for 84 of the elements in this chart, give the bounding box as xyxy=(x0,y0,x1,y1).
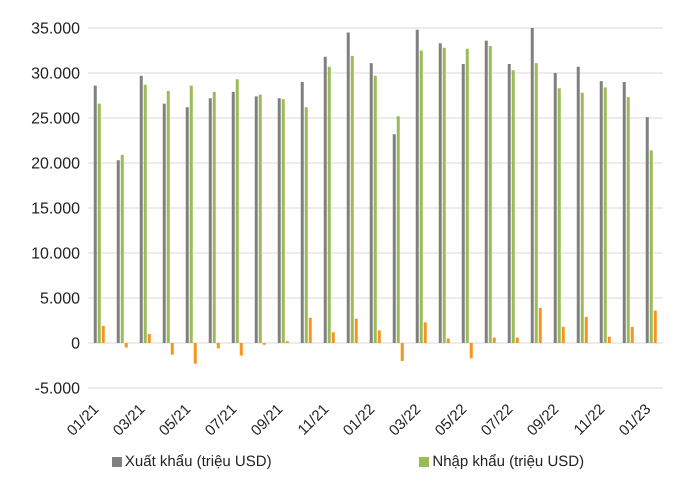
bar xyxy=(354,318,358,343)
bar xyxy=(488,46,492,343)
bar xyxy=(576,66,580,343)
bar xyxy=(346,32,350,343)
bar xyxy=(332,332,335,343)
bar xyxy=(304,107,308,343)
y-tick-label: 35.000 xyxy=(31,20,80,38)
bar xyxy=(622,82,626,343)
bar xyxy=(538,308,542,343)
bar xyxy=(604,87,607,343)
bar xyxy=(492,338,496,343)
bar xyxy=(186,107,189,343)
bar xyxy=(144,84,147,343)
bar xyxy=(324,56,327,343)
bar xyxy=(654,310,657,343)
bar xyxy=(484,40,488,343)
bar xyxy=(190,86,193,343)
bar xyxy=(240,343,243,356)
bar xyxy=(378,330,381,343)
bar xyxy=(534,63,538,343)
bar xyxy=(396,116,400,343)
bar xyxy=(212,92,216,343)
y-tick-label: 20.000 xyxy=(31,156,80,173)
bar xyxy=(646,117,649,343)
legend-label: Xuất khẩu (triệu USD) xyxy=(124,453,272,470)
bar xyxy=(420,50,423,343)
bar xyxy=(446,338,450,343)
bar xyxy=(194,343,197,364)
bar xyxy=(300,82,304,343)
y-tick-label: 5.000 xyxy=(40,290,80,308)
bar xyxy=(608,336,611,343)
bar xyxy=(580,92,584,343)
bar xyxy=(374,76,377,343)
bar xyxy=(530,28,534,343)
bar xyxy=(94,86,97,343)
y-tick-label: 10.000 xyxy=(31,246,80,263)
y-tick-label: 30.000 xyxy=(31,66,80,83)
bar xyxy=(162,104,166,343)
bar xyxy=(626,97,630,343)
bar xyxy=(466,48,469,343)
bar xyxy=(442,48,446,343)
bar xyxy=(258,94,262,343)
bar xyxy=(236,79,239,343)
bar xyxy=(124,343,128,348)
bar xyxy=(508,64,511,343)
y-tick-label: 15.000 xyxy=(31,200,80,218)
bar xyxy=(438,43,442,343)
bar xyxy=(562,326,565,343)
bar xyxy=(166,91,170,343)
bar xyxy=(370,63,373,343)
bar xyxy=(308,318,312,343)
bar xyxy=(328,66,331,343)
legend-label: Nhập khẩu (triệu USD) xyxy=(432,453,584,470)
bar xyxy=(116,160,120,343)
bar xyxy=(208,98,212,343)
bar xyxy=(350,56,354,343)
bar xyxy=(278,98,281,343)
bar xyxy=(470,343,473,358)
bar xyxy=(140,76,143,343)
bar xyxy=(630,326,634,343)
y-tick-label: 0 xyxy=(71,336,80,353)
bar xyxy=(148,334,151,343)
bar xyxy=(584,316,588,343)
bar xyxy=(392,134,396,343)
bar xyxy=(282,99,285,343)
bar xyxy=(512,70,515,343)
bar xyxy=(462,64,465,343)
bar xyxy=(232,92,235,343)
bar xyxy=(170,343,174,355)
bar xyxy=(120,154,124,343)
bar xyxy=(416,30,419,343)
bar xyxy=(102,326,105,343)
bar xyxy=(554,73,557,343)
bar xyxy=(650,150,653,343)
bar xyxy=(400,343,404,361)
bar xyxy=(516,338,519,343)
bar xyxy=(98,104,101,343)
bar xyxy=(558,88,561,343)
y-tick-label: -5.000 xyxy=(34,380,80,398)
bar xyxy=(600,81,603,343)
bar xyxy=(424,322,427,343)
bar xyxy=(216,343,220,348)
y-tick-label: 25.000 xyxy=(31,110,80,128)
bar xyxy=(254,96,258,343)
